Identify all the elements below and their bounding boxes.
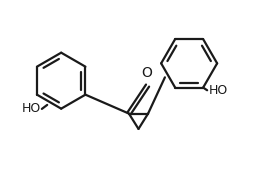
Text: HO: HO [21, 102, 41, 115]
Text: HO: HO [208, 84, 228, 97]
Text: O: O [141, 66, 152, 80]
